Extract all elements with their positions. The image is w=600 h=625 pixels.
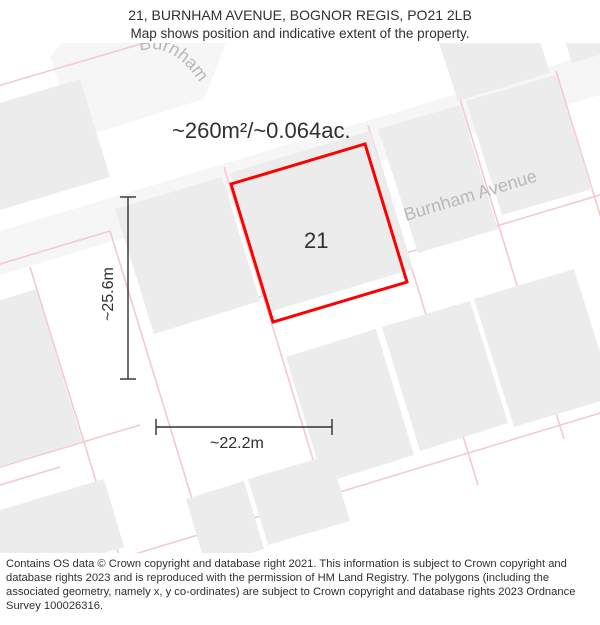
height-dimension-label: ~25.6m bbox=[100, 267, 118, 321]
area-label: ~260m²/~0.064ac. bbox=[172, 118, 351, 144]
footer-attribution: Contains OS data © Crown copyright and d… bbox=[0, 553, 600, 613]
header: 21, BURNHAM AVENUE, BOGNOR REGIS, PO21 2… bbox=[0, 0, 600, 43]
plot-number: 21 bbox=[304, 228, 328, 254]
map-area: Burnham Avenue Burnham Avenue ~260m²/~0.… bbox=[0, 43, 600, 553]
page-subtitle: Map shows position and indicative extent… bbox=[0, 25, 600, 43]
page-title: 21, BURNHAM AVENUE, BOGNOR REGIS, PO21 2… bbox=[0, 6, 600, 25]
width-dimension-label: ~22.2m bbox=[210, 435, 264, 453]
